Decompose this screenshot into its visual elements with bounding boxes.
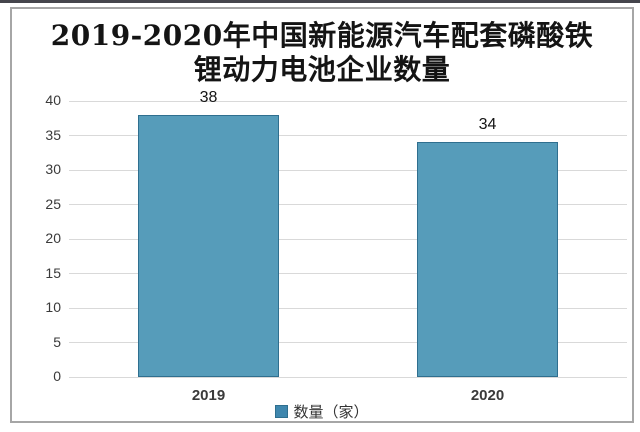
y-axis-tick-label: 10 [45, 299, 61, 315]
chart-title: 2019-2020年中国新能源汽车配套磷酸铁 锂动力电池企业数量 [12, 19, 632, 87]
gridline-y-15 [69, 273, 627, 274]
gridline-y-30 [69, 169, 627, 171]
chart-title-line2: 锂动力电池企业数量 [193, 53, 451, 86]
chart-frame: 2019-2020年中国新能源汽车配套磷酸铁 锂动力电池企业数量 0 5 10 15 2… [10, 7, 634, 423]
y-axis-tick-label: 20 [45, 230, 61, 246]
y-axis-tick-label: 40 [45, 92, 61, 108]
x-axis-category-label: 2019 [191, 387, 226, 404]
gridline-y-10 [69, 307, 627, 309]
bar-value-label: 34 [478, 116, 497, 134]
legend-marker-swatch [275, 405, 289, 418]
legend-label: 数量（家） [293, 404, 369, 421]
plot-area: 0 5 10 15 20 25 30 35 40 38 2019 34 2020 [12, 9, 632, 421]
bar-value-label: 38 [199, 88, 218, 106]
gridline-y-35 [69, 135, 627, 136]
x-axis-category-label: 2020 [470, 387, 505, 404]
chart-title-line1: 2019-2020年中国新能源汽车配套磷酸铁 [50, 19, 594, 52]
gridline-y-40 [69, 100, 627, 102]
y-axis-tick-label: 15 [45, 264, 61, 281]
legend: 数量（家） [12, 401, 632, 422]
y-axis-tick-label: 0 [53, 368, 61, 384]
bar-2019 [138, 114, 279, 377]
top-divider-line [0, 0, 640, 3]
y-axis-tick-label: 35 [45, 126, 61, 143]
gridline-y-20 [69, 238, 627, 240]
y-axis-tick-label: 5 [53, 333, 61, 350]
gridline-y-5 [69, 342, 627, 343]
gridline-y-25 [69, 204, 627, 205]
y-axis-tick-label: 25 [45, 195, 61, 212]
y-axis-tick-label: 30 [45, 161, 61, 177]
bar-2020 [417, 142, 558, 377]
gridline-y-0 [69, 376, 627, 378]
